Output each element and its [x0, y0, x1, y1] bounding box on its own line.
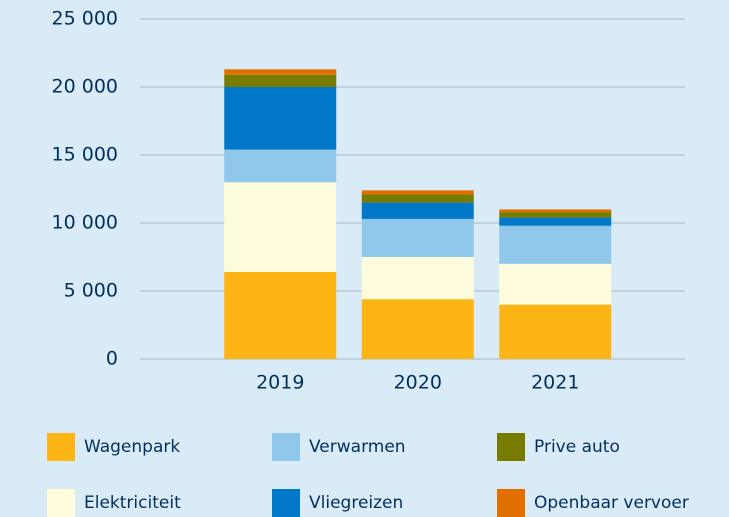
legend-label: Wagenpark	[84, 437, 180, 457]
bar-segment	[224, 271, 337, 359]
legend-label: Elektriciteit	[84, 493, 181, 513]
legend-label: Verwarmen	[309, 437, 406, 457]
y-tick-label: 15 000	[52, 144, 118, 166]
legend-swatch	[497, 433, 525, 461]
bar-segment	[499, 212, 612, 218]
bar-segment	[361, 194, 474, 203]
legend-label: Prive auto	[534, 437, 620, 457]
y-tick-label: 25 000	[52, 8, 118, 30]
legend-swatch	[47, 433, 75, 461]
bar-segment	[361, 202, 474, 219]
bar-segment	[499, 304, 612, 359]
bar-segment	[224, 69, 337, 75]
x-tick-label: 2019	[256, 372, 304, 394]
bar-segment	[224, 74, 337, 87]
legend-swatch	[497, 489, 525, 517]
bar-segment	[361, 218, 474, 257]
y-tick-label: 5 000	[64, 280, 118, 302]
bar-segment	[361, 257, 474, 300]
bar-segment	[224, 87, 337, 150]
bar-segment	[499, 209, 612, 213]
y-tick-label: 10 000	[52, 212, 118, 234]
bar-segment	[499, 217, 612, 226]
legend-swatch	[272, 433, 300, 461]
bar-segment	[499, 225, 612, 264]
x-tick-label: 2021	[531, 372, 579, 394]
bar-segment	[361, 190, 474, 195]
y-tick-label: 0	[106, 348, 118, 370]
bar-segment	[499, 263, 612, 305]
bar-segment	[224, 182, 337, 272]
x-tick-label: 2020	[394, 372, 442, 394]
legend-label: Openbaar vervoer	[534, 493, 689, 513]
legend-label: Vliegreizen	[309, 493, 403, 513]
bar-segment	[361, 299, 474, 359]
legend-swatch	[272, 489, 300, 517]
bar-segment	[224, 149, 337, 183]
y-tick-label: 20 000	[52, 76, 118, 98]
legend-swatch	[47, 489, 75, 517]
